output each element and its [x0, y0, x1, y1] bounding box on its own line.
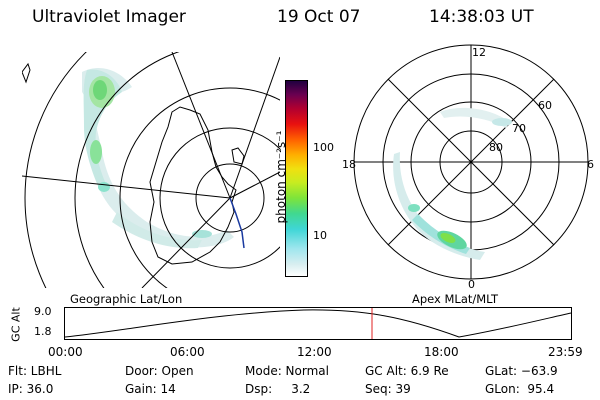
coastline	[231, 147, 245, 165]
xtick-2359: 23:59	[548, 345, 583, 359]
polar-map[interactable]: 12 0 18 6 60 70 80	[340, 42, 598, 290]
coastline	[22, 62, 31, 84]
mlt-label-12: 12	[472, 46, 486, 59]
altitude-plot[interactable]	[64, 307, 572, 341]
gc-alt-status: GC Alt: 6.9 Re	[365, 364, 449, 378]
colorbar-unit-text: photon cm⁻²s⁻¹	[274, 130, 288, 224]
xtick-1800: 18:00	[424, 345, 459, 359]
altitude-ylabel-text: GC Alt	[9, 307, 23, 342]
dsp-status: Dsp: 3.2	[245, 382, 311, 396]
mlt-label-6: 6	[587, 158, 594, 171]
mlat-label-70: 70	[512, 122, 526, 135]
gain-status: Gain: 14	[125, 382, 176, 396]
door-status: Door: Open	[125, 364, 194, 378]
geographic-panel-label: Geographic Lat/Lon	[70, 292, 183, 306]
colorbar-tick-100: 100	[313, 141, 334, 154]
xtick-1200: 12:00	[297, 345, 332, 359]
altitude-plot-frame	[64, 307, 572, 340]
altitude-ytick-high: 9.0	[34, 305, 52, 318]
geographic-map[interactable]	[22, 52, 280, 288]
aurora-oval	[393, 107, 512, 260]
aurora-emission	[82, 67, 234, 249]
coastline	[149, 106, 237, 265]
altitude-curve	[64, 309, 572, 338]
altitude-ytick-low: 1.8	[34, 325, 52, 338]
ip-status: IP: 36.0	[8, 382, 54, 396]
altitude-ylabel: GC Alt	[10, 305, 23, 345]
mode-status: Mode: Normal	[245, 364, 329, 378]
instrument-title: Ultraviolet Imager	[32, 7, 186, 27]
date-label: 19 Oct 07	[277, 7, 361, 27]
glat-status: GLat: −63.9	[485, 364, 558, 378]
time-label: 14:38:03 UT	[429, 7, 534, 27]
mlat-label-80: 80	[489, 141, 503, 154]
polar-panel-label: Apex MLat/MLT	[412, 292, 499, 306]
polar-grid	[353, 44, 589, 280]
seq-status: Seq: 39	[365, 382, 411, 396]
mlt-label-18: 18	[342, 158, 356, 171]
colorbar	[285, 80, 308, 277]
xtick-0600: 06:00	[170, 345, 205, 359]
glon-status: GLon: 95.4	[485, 382, 555, 396]
colorbar-unit-label: photon cm⁻²s⁻¹	[274, 112, 288, 242]
mlt-label-0: 0	[468, 278, 475, 290]
xtick-0000: 00:00	[48, 345, 83, 359]
colorbar-tick-10: 10	[313, 229, 327, 242]
filter-status: Flt: LBHL	[8, 364, 62, 378]
satellite-track	[229, 197, 245, 249]
mlat-label-60: 60	[538, 99, 552, 112]
geographic-grid	[22, 52, 280, 288]
